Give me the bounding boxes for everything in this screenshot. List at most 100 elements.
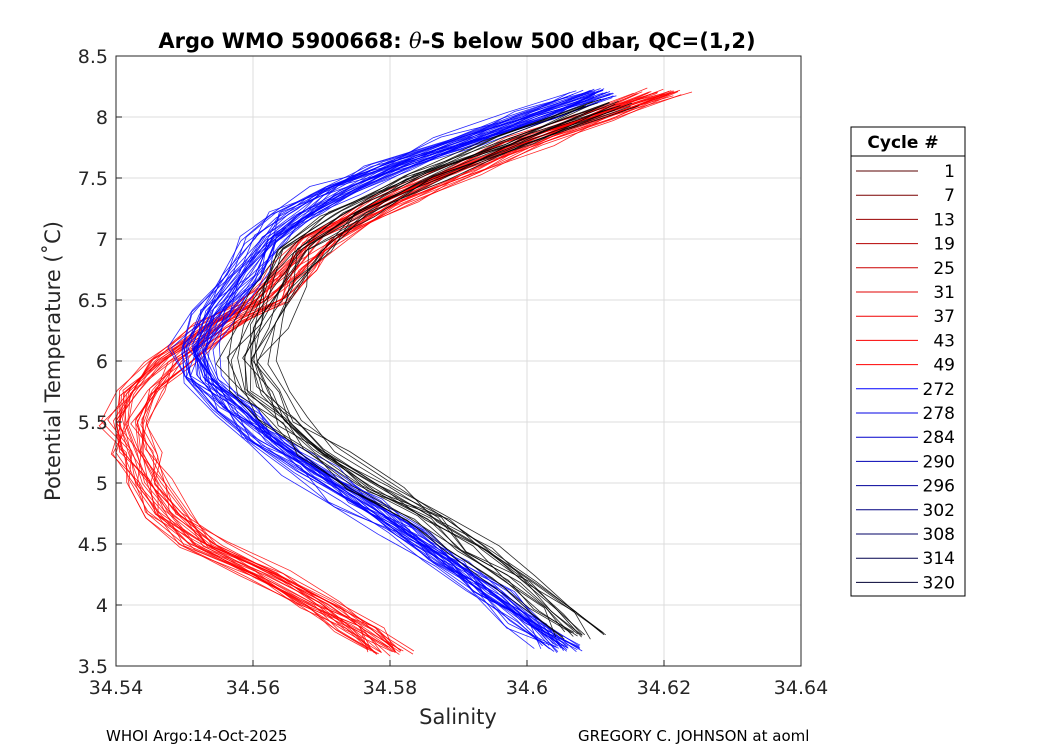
plot-lines bbox=[98, 87, 693, 657]
legend-entries: 1 7 13 19 25 31 37 43 49 272 278 284 290 296 302 308 314… bbox=[856, 162, 955, 593]
y-tick-label: 6 bbox=[96, 351, 108, 373]
x-axis: 34.54 34.56 34.58 34.6 34.62 34.64 bbox=[89, 660, 828, 699]
legend-label: 320 bbox=[923, 573, 955, 593]
y-tick-label: 8.5 bbox=[78, 46, 108, 68]
profile-line bbox=[119, 92, 634, 651]
legend-entry: 7 bbox=[856, 186, 955, 206]
profile-line bbox=[181, 91, 596, 650]
profile-line bbox=[244, 102, 599, 637]
legend-entry: 302 bbox=[856, 501, 955, 521]
legend-entry: 1 bbox=[856, 162, 955, 182]
legend-entry: 13 bbox=[856, 210, 955, 230]
y-axis: 3.5 4 4.5 5 5.5 6 6.5 7 7.5 8 8.5 bbox=[78, 46, 122, 678]
y-tick-label: 5 bbox=[96, 473, 108, 495]
profile-line bbox=[253, 105, 621, 635]
y-tick-label: 6.5 bbox=[78, 290, 108, 312]
legend-label: 13 bbox=[933, 210, 955, 230]
profile-line bbox=[197, 89, 602, 646]
profile-line bbox=[112, 93, 665, 653]
legend-label: 278 bbox=[923, 404, 955, 424]
legend-label: 43 bbox=[933, 331, 955, 351]
profile-line bbox=[249, 102, 610, 636]
profile-line bbox=[186, 90, 591, 647]
y-tick-label: 5.5 bbox=[78, 412, 108, 434]
profile-line bbox=[250, 102, 610, 636]
legend-entry: 296 bbox=[856, 477, 955, 497]
legend-label: 272 bbox=[923, 380, 955, 400]
profile-line bbox=[124, 89, 681, 649]
legend-label: 308 bbox=[923, 525, 955, 545]
profile-line bbox=[250, 107, 614, 636]
profile-line bbox=[253, 100, 619, 638]
series-2 bbox=[215, 98, 640, 640]
legend-label: 284 bbox=[923, 428, 955, 448]
legend-label: 49 bbox=[933, 356, 955, 376]
legend-entry: 25 bbox=[856, 259, 955, 279]
legend-title: Cycle # bbox=[867, 133, 938, 153]
legend-entry: 290 bbox=[856, 452, 955, 472]
legend-entry: 37 bbox=[856, 307, 955, 327]
legend-entry: 31 bbox=[856, 283, 955, 303]
series-1 bbox=[167, 88, 617, 653]
profile-line bbox=[134, 90, 672, 650]
legend-label: 31 bbox=[933, 283, 955, 303]
profile-line bbox=[256, 103, 616, 636]
profile-line bbox=[116, 92, 672, 655]
legend-label: 302 bbox=[923, 501, 955, 521]
profile-line bbox=[255, 105, 631, 636]
legend-entry: 49 bbox=[856, 356, 955, 376]
x-tick-label: 34.58 bbox=[363, 677, 417, 699]
profile-line bbox=[250, 109, 615, 640]
legend-entry: 314 bbox=[856, 549, 955, 569]
profile-line bbox=[136, 95, 674, 652]
profile-line bbox=[136, 91, 693, 652]
y-tick-label: 4 bbox=[96, 595, 108, 617]
profile-line bbox=[196, 90, 593, 643]
grid bbox=[115, 55, 802, 667]
x-tick-label: 34.56 bbox=[226, 677, 280, 699]
profile-line bbox=[242, 102, 610, 637]
x-tick-label: 34.54 bbox=[89, 677, 143, 699]
profile-line bbox=[194, 90, 604, 646]
profile-line bbox=[195, 91, 608, 649]
legend-box bbox=[850, 126, 966, 597]
profile-line bbox=[205, 96, 610, 652]
profile-line bbox=[228, 101, 594, 637]
y-tick-label: 7 bbox=[96, 229, 108, 251]
x-tick-label: 34.6 bbox=[506, 677, 548, 699]
series-0 bbox=[98, 87, 693, 657]
legend-entry: 19 bbox=[856, 235, 955, 255]
profile-line bbox=[212, 88, 605, 647]
y-tick-label: 3.5 bbox=[78, 656, 108, 678]
legend-label: 19 bbox=[933, 235, 955, 255]
legend-label: 7 bbox=[944, 186, 955, 206]
profile-line bbox=[183, 92, 590, 649]
legend: Cycle # 1 7 13 19 25 31 37 43 49 272 278 284 290 296 3… bbox=[850, 126, 966, 597]
footer-right: GREGORY C. JOHNSON at aoml bbox=[578, 727, 809, 745]
profile-line bbox=[237, 105, 586, 634]
legend-label: 37 bbox=[933, 307, 955, 327]
legend-label: 1 bbox=[944, 162, 955, 182]
y-tick-label: 4.5 bbox=[78, 534, 108, 556]
x-tick-label: 34.62 bbox=[637, 677, 691, 699]
y-axis-label: Potential Temperature (˚C) bbox=[41, 221, 65, 501]
legend-entry: 278 bbox=[856, 404, 955, 424]
legend-entry: 308 bbox=[856, 525, 955, 545]
legend-label: 296 bbox=[923, 477, 955, 497]
legend-entry: 43 bbox=[856, 331, 955, 351]
legend-entry: 320 bbox=[856, 573, 955, 593]
profile-line bbox=[275, 102, 632, 633]
y-tick-label: 7.5 bbox=[78, 168, 108, 190]
profile-line bbox=[167, 90, 577, 647]
legend-label: 314 bbox=[923, 549, 955, 569]
legend-label: 290 bbox=[923, 452, 955, 472]
chart-title: Argo WMO 5900668: θ-S below 500 dbar, QC… bbox=[158, 29, 755, 53]
x-axis-label: Salinity bbox=[419, 705, 497, 729]
legend-entry: 272 bbox=[856, 380, 955, 400]
footer-left: WHOI Argo:14-Oct-2025 bbox=[106, 727, 287, 745]
legend-entry: 284 bbox=[856, 428, 955, 448]
x-tick-label: 34.64 bbox=[774, 677, 828, 699]
y-tick-label: 8 bbox=[96, 107, 108, 129]
legend-label: 25 bbox=[933, 259, 955, 279]
